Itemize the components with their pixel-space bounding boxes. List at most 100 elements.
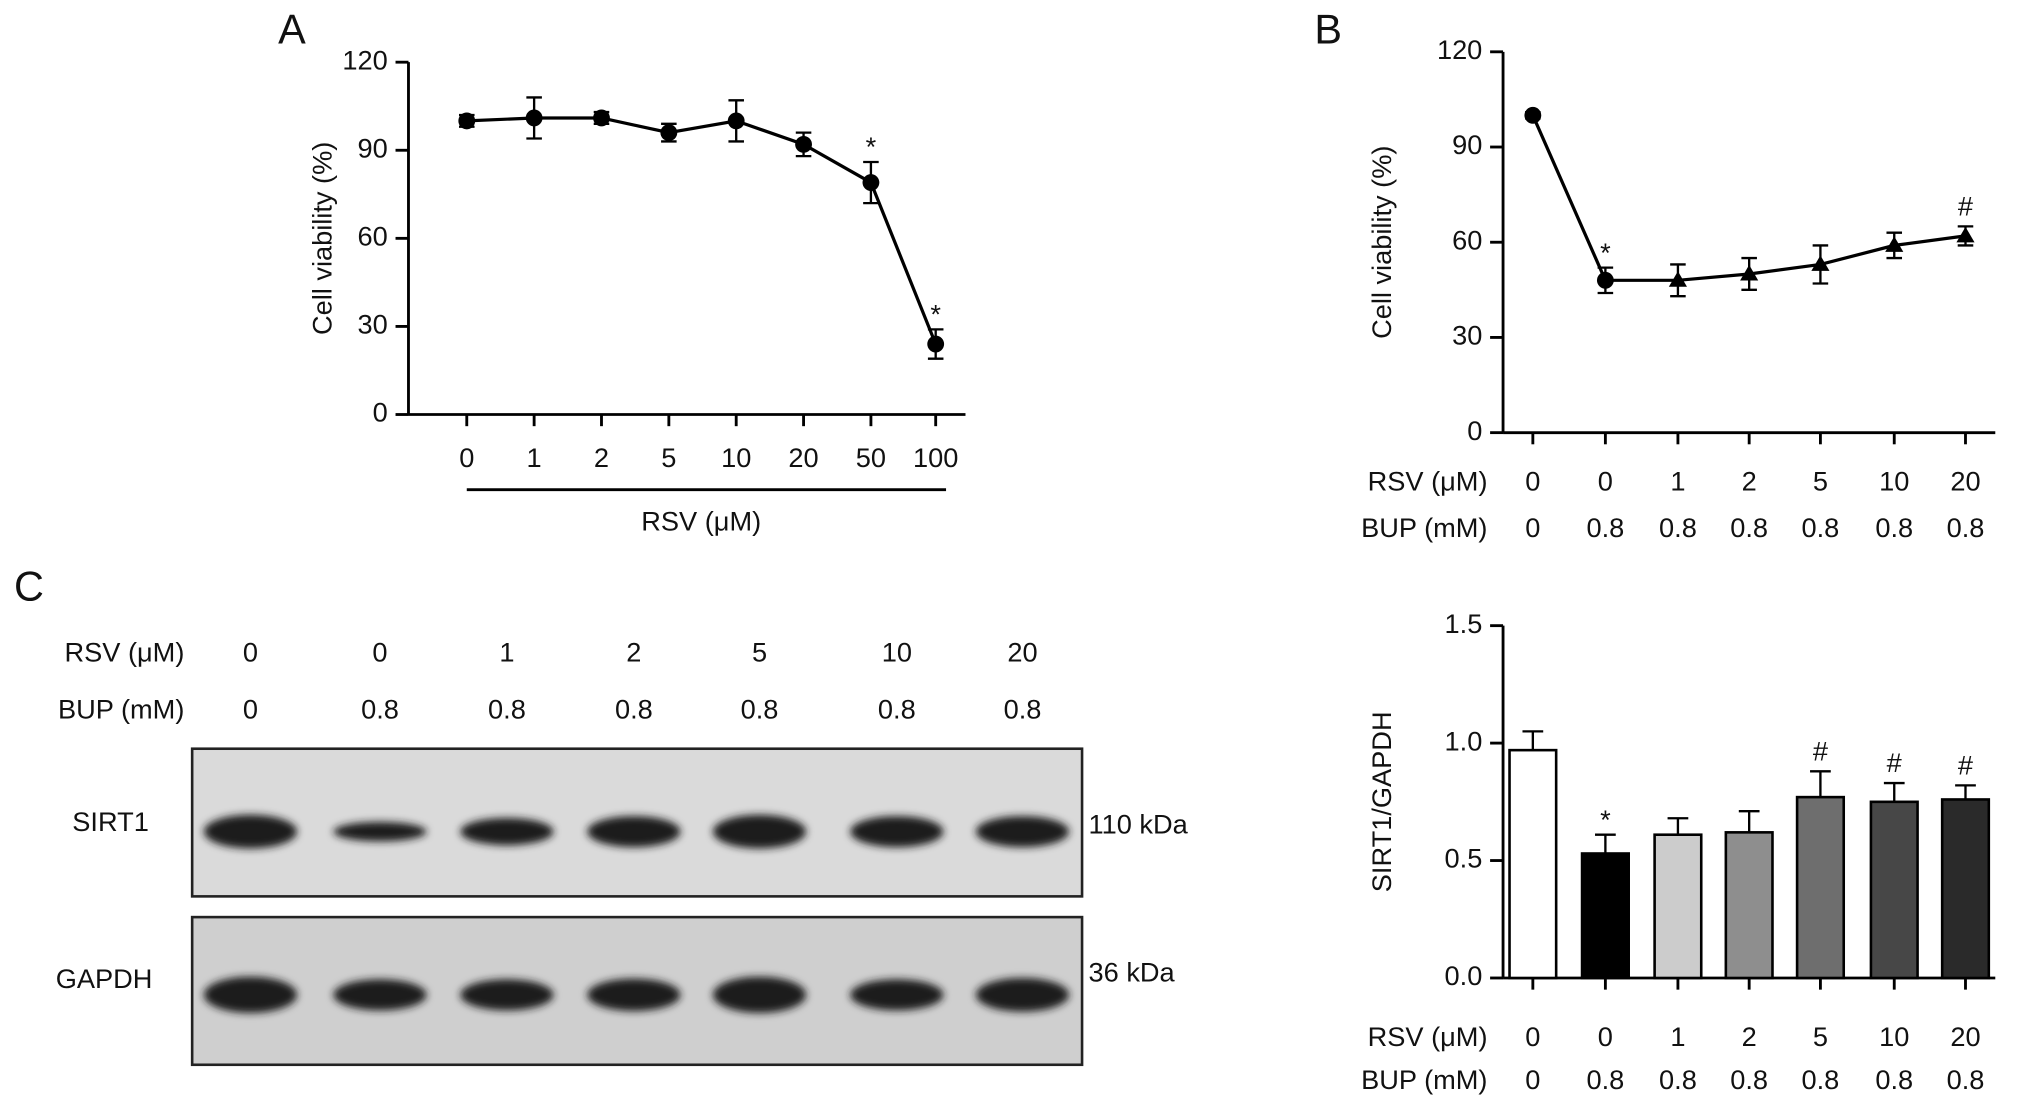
blot-lane-label: 0 (243, 693, 258, 724)
x-axis-label: RSV (μM) (641, 506, 761, 537)
x-row-label: BUP (mM) (1361, 512, 1487, 543)
blot-lane-label: 5 (752, 636, 767, 667)
y-tick-label: 120 (342, 44, 387, 75)
blot-band (975, 816, 1070, 848)
band-size: 36 kDa (1089, 956, 1176, 987)
x-row-label: BUP (mM) (1361, 1064, 1487, 1095)
annotation: * (930, 299, 941, 330)
blot-band (712, 814, 807, 849)
error-bar (1883, 781, 1905, 802)
y-tick-label: 0 (1467, 415, 1482, 446)
x-tick-label: 5 (1813, 465, 1828, 496)
marker (660, 124, 678, 142)
y-axis-label: Cell viability (%) (306, 142, 337, 335)
x-tick-label: 0.8 (1802, 1064, 1840, 1095)
blot-row-label: BUP (mM) (58, 693, 184, 724)
y-axis-label: SIRT1/GAPDH (1366, 711, 1397, 892)
y-tick-label: 90 (358, 132, 388, 163)
x-tick-label: 1 (1670, 465, 1685, 496)
bar (1653, 833, 1703, 980)
x-tick-label: 1 (527, 442, 542, 473)
y-tick-label: 30 (1452, 320, 1482, 351)
x-tick-label: 0 (459, 442, 474, 473)
blot-lane-label: 0 (243, 636, 258, 667)
x-tick-label: 0.8 (1947, 1064, 1985, 1095)
error-bar (1667, 817, 1689, 835)
x-tick-label: 0.8 (1730, 1064, 1768, 1095)
annotation: # (1958, 749, 1973, 780)
x-tick-label: 1 (1670, 1021, 1685, 1052)
x-tick-label: 0.8 (1659, 1064, 1697, 1095)
blot-band (850, 816, 944, 848)
x-tick-label: 0.8 (1586, 512, 1624, 543)
marker (927, 335, 945, 353)
blot-band (587, 816, 681, 848)
y-tick-label: 0 (373, 397, 388, 428)
x-tick-label: 0.8 (1730, 512, 1768, 543)
x-row-label: RSV (μM) (1368, 465, 1488, 496)
bar (1869, 800, 1919, 980)
blot-band (203, 976, 298, 1013)
annotation: * (866, 131, 877, 162)
x-tick-label: 0 (1525, 512, 1540, 543)
blot-lane-label: 0.8 (1004, 693, 1042, 724)
blot-lane-label: 10 (882, 636, 912, 667)
annotation: * (1600, 804, 1611, 835)
blot-band (333, 979, 427, 1011)
panel-label: B (1314, 5, 1342, 52)
annotation: # (1887, 747, 1902, 778)
marker (727, 112, 745, 130)
line (1531, 114, 1966, 282)
annotation: * (1600, 237, 1611, 268)
marker (1956, 226, 1975, 243)
blot-band (975, 977, 1070, 1012)
bar (1508, 748, 1558, 980)
blot-lane-label: 0.8 (488, 693, 526, 724)
blot-lane-label: 0.8 (878, 693, 916, 724)
bar (1940, 798, 1991, 980)
marker (1811, 255, 1830, 271)
x-tick-label: 0 (1598, 1021, 1613, 1052)
error-bar (1522, 730, 1544, 751)
band-size: 110 kDa (1089, 809, 1189, 840)
blot-lane-label: 2 (626, 636, 641, 667)
error-bar (1955, 784, 1976, 800)
y-tick-label: 90 (1452, 129, 1482, 160)
panel-label: C (14, 562, 44, 609)
x-row-label: RSV (μM) (1368, 1021, 1488, 1052)
blot-lane-label: 0.8 (361, 693, 399, 724)
x-tick-label: 0 (1525, 1064, 1540, 1095)
x-tick-label: 0.8 (1875, 512, 1913, 543)
blot-lane-label: 20 (1007, 636, 1037, 667)
y-tick-label: 60 (1452, 224, 1482, 255)
blot-lane-label: 0.8 (741, 693, 779, 724)
x-tick-label: 0.8 (1947, 512, 1985, 543)
marker (862, 174, 880, 191)
x-tick-label: 50 (856, 442, 886, 473)
band-name: SIRT1 (72, 806, 149, 837)
panel-label: A (278, 5, 306, 52)
error-bar (1595, 833, 1616, 854)
blot-lane-label: 0.8 (615, 693, 653, 724)
blot-band (850, 979, 944, 1011)
marker (1740, 264, 1759, 281)
x-tick-label: 5 (661, 442, 676, 473)
blot-band (460, 818, 554, 846)
blot-band (587, 978, 681, 1012)
x-tick-label: 0.8 (1586, 1064, 1624, 1095)
blot-lane-label: 1 (499, 636, 514, 667)
y-tick-label: 0.5 (1445, 843, 1483, 874)
blot-band (712, 976, 807, 1013)
y-tick-label: 1.0 (1445, 725, 1483, 756)
y-axis-label: Cell viability (%) (1366, 146, 1397, 339)
error-bar (1738, 810, 1760, 833)
marker (1668, 271, 1687, 287)
annotation: # (1958, 190, 1973, 221)
y-tick-label: 1.5 (1445, 608, 1483, 639)
annotation: # (1813, 735, 1828, 766)
band-name: GAPDH (56, 963, 153, 994)
x-tick-label: 100 (913, 442, 958, 473)
x-tick-label: 0.8 (1875, 1064, 1913, 1095)
blot-band (203, 814, 298, 849)
